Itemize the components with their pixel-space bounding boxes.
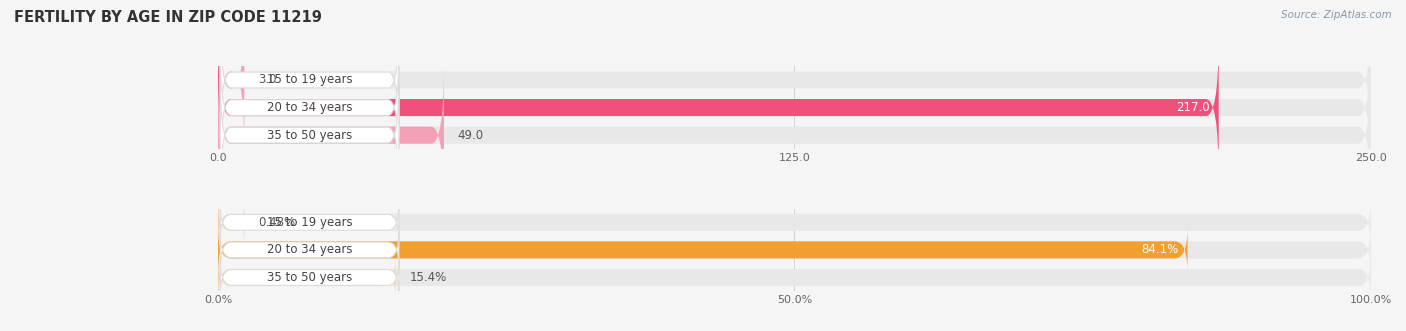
FancyBboxPatch shape [218,200,1371,245]
Text: 15 to 19 years: 15 to 19 years [267,73,353,86]
FancyBboxPatch shape [218,12,1371,148]
Text: 84.1%: 84.1% [1142,243,1178,257]
Text: 15 to 19 years: 15 to 19 years [267,216,353,229]
Text: FERTILITY BY AGE IN ZIP CODE 11219: FERTILITY BY AGE IN ZIP CODE 11219 [14,10,322,25]
Text: Source: ZipAtlas.com: Source: ZipAtlas.com [1281,10,1392,20]
FancyBboxPatch shape [221,23,399,138]
FancyBboxPatch shape [221,259,399,296]
Text: 20 to 34 years: 20 to 34 years [267,243,353,257]
Text: 0.48%: 0.48% [259,216,295,229]
FancyBboxPatch shape [221,204,399,241]
Text: 15.4%: 15.4% [409,271,447,284]
FancyBboxPatch shape [218,228,1371,272]
Text: 35 to 50 years: 35 to 50 years [267,129,353,142]
Text: 20 to 34 years: 20 to 34 years [267,101,353,114]
Text: 35 to 50 years: 35 to 50 years [267,271,353,284]
Text: 217.0: 217.0 [1175,101,1209,114]
FancyBboxPatch shape [221,50,399,165]
FancyBboxPatch shape [218,228,1188,272]
FancyBboxPatch shape [218,39,1219,176]
FancyBboxPatch shape [221,232,399,268]
FancyBboxPatch shape [218,255,395,300]
FancyBboxPatch shape [218,255,1371,300]
FancyBboxPatch shape [218,39,1371,176]
FancyBboxPatch shape [221,77,399,193]
FancyBboxPatch shape [218,12,245,148]
Text: 49.0: 49.0 [458,129,484,142]
FancyBboxPatch shape [218,200,245,245]
FancyBboxPatch shape [218,67,444,204]
FancyBboxPatch shape [218,67,1371,204]
Text: 3.0: 3.0 [259,73,277,86]
